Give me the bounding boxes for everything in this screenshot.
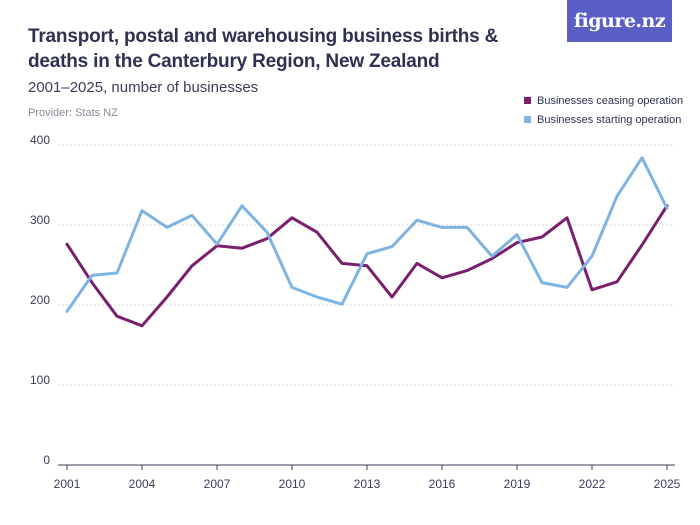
- y-tick-label: 100: [30, 373, 50, 387]
- x-tick-label: 2007: [204, 477, 231, 491]
- series-line-starting: [65, 156, 669, 313]
- y-tick-label: 400: [30, 133, 50, 147]
- x-tick-label: 2001: [54, 477, 81, 491]
- y-tick-label: 0: [43, 453, 50, 467]
- legend-label-starting: Businesses starting operation: [537, 113, 682, 126]
- provider-credit: Provider: Stats NZ: [28, 107, 118, 119]
- figure-nz-logo[interactable]: figure.nz: [567, 0, 672, 42]
- x-tick-label: 2013: [354, 477, 381, 491]
- series-layer: [65, 156, 669, 328]
- x-tick-label: 2010: [279, 477, 306, 491]
- grid-layer: [58, 144, 675, 466]
- chart-subtitle: 2001–2025, number of businesses: [28, 79, 259, 96]
- x-tick-label: 2016: [429, 477, 456, 491]
- legend-label-ceasing: Businesses ceasing operation: [537, 94, 684, 107]
- axis-layer: 0 100 200 300 400 2001 2004 2007 2010 2013 2016 201…: [30, 133, 681, 491]
- x-tick-label: 2022: [579, 477, 606, 491]
- legend-swatch-starting: [524, 116, 531, 123]
- x-tick-label: 2019: [504, 477, 531, 491]
- y-tick-label: 200: [30, 293, 50, 307]
- legend-swatch-ceasing: [524, 97, 531, 104]
- x-tick-label: 2004: [129, 477, 156, 491]
- chart-legend: Businesses ceasing operation Businesses …: [524, 91, 683, 129]
- series-line-ceasing: [65, 204, 669, 328]
- legend-item-starting: Businesses starting operation: [524, 110, 683, 129]
- legend-item-ceasing: Businesses ceasing operation: [524, 91, 683, 110]
- x-tick-label: 2025: [654, 477, 681, 491]
- y-tick-label: 300: [30, 213, 50, 227]
- chart-title: Transport, postal and warehousing busine…: [28, 26, 499, 72]
